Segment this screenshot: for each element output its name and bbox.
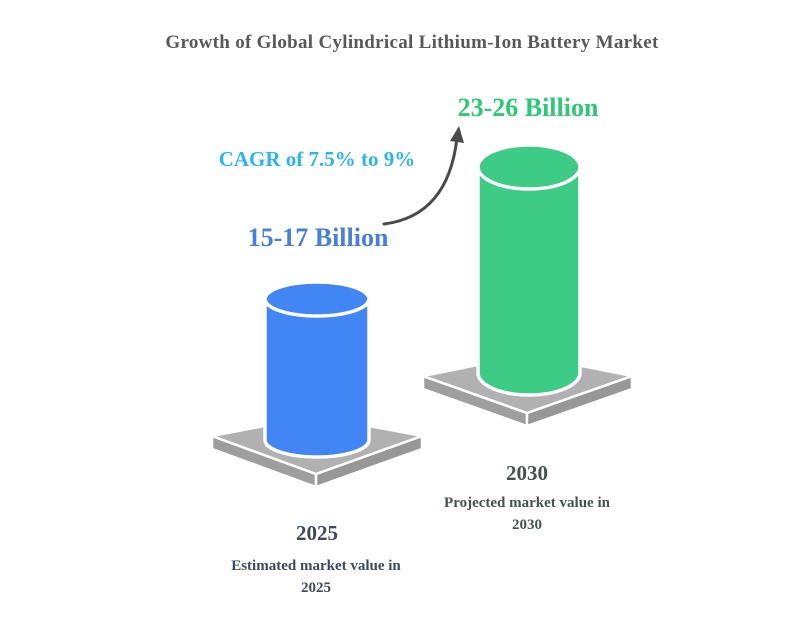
year-label-2025: 2025 [296, 521, 338, 545]
cagr-annotation: CAGR of 7.5% to 9% [218, 147, 416, 171]
chart-title: Growth of Global Cylindrical Lithium-Ion… [165, 32, 659, 53]
caption-2025: Estimated market value in 2025 [231, 558, 401, 596]
growth-arrow-curve [382, 136, 459, 226]
cylinder-2030-top [476, 143, 582, 191]
cylinder-2030-body [476, 165, 582, 397]
caption-2030: Projected market value in 2030 [444, 495, 610, 533]
cylinder-2025 [263, 280, 371, 459]
cylinder-2030 [476, 143, 582, 397]
value-label-2030: 23-26 Billion [457, 93, 599, 122]
year-label-2030: 2030 [506, 461, 548, 485]
growth-arrow-head [450, 126, 464, 143]
cylinder-2025-top [263, 280, 371, 318]
growth-arrow-icon [382, 126, 464, 226]
value-label-2025: 15-17 Billion [247, 223, 389, 252]
cylinder-2025-body [263, 297, 371, 459]
